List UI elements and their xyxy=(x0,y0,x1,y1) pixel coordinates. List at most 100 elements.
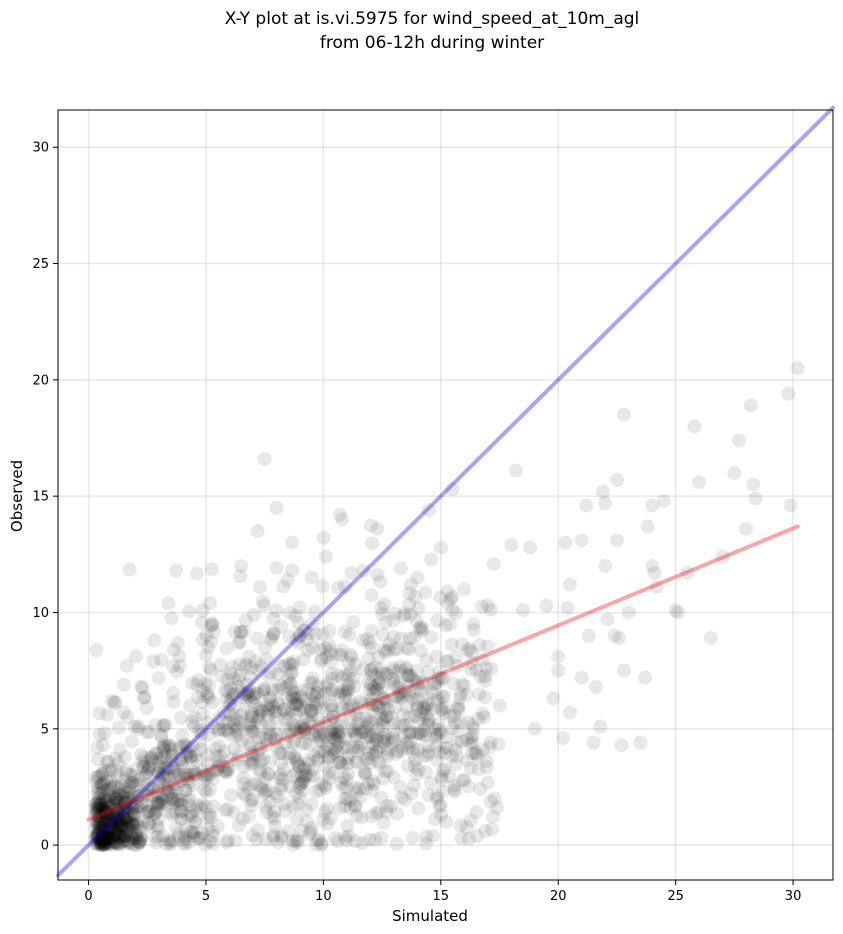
scatter-point xyxy=(383,799,398,814)
scatter-point xyxy=(183,806,198,821)
scatter-point xyxy=(116,829,131,844)
scatter-point xyxy=(371,677,386,692)
scatter-point xyxy=(99,806,114,821)
scatter-point xyxy=(297,722,312,737)
scatter-point xyxy=(255,594,270,609)
scatter-point xyxy=(94,837,109,852)
scatter-point xyxy=(101,793,116,808)
scatter-point xyxy=(394,740,409,755)
scatter-point xyxy=(261,783,276,798)
scatter-point xyxy=(195,826,210,841)
scatter-point xyxy=(387,716,402,731)
scatter-point xyxy=(93,812,108,827)
scatter-point xyxy=(424,552,439,567)
scatter-point xyxy=(268,786,283,801)
scatter-point xyxy=(279,679,294,694)
scatter-point xyxy=(359,720,374,735)
scatter-point xyxy=(380,746,395,761)
scatter-point xyxy=(117,795,132,810)
scatter-point xyxy=(119,658,134,673)
y-axis-label: Observed xyxy=(8,460,26,532)
scatter-point xyxy=(297,760,312,775)
scatter-point xyxy=(195,615,210,630)
scatter-point xyxy=(190,798,205,813)
scatter-point xyxy=(277,658,292,673)
scatter-point xyxy=(372,740,387,755)
scatter-point xyxy=(275,681,290,696)
scatter-point xyxy=(174,812,189,827)
scatter-point xyxy=(284,691,299,706)
scatter-point xyxy=(263,690,278,705)
scatter-point xyxy=(99,836,114,851)
scatter-point xyxy=(289,697,304,712)
scatter-point xyxy=(222,705,237,720)
scatter-point xyxy=(307,728,322,743)
scatter-point xyxy=(339,772,354,787)
scatter-point xyxy=(228,686,243,701)
scatter-point xyxy=(288,787,303,802)
scatter-point xyxy=(435,689,450,704)
scatter-point xyxy=(305,686,320,701)
scatter-point xyxy=(94,835,109,850)
scatter-point xyxy=(256,681,271,696)
scatter-point xyxy=(116,787,131,802)
scatter-point xyxy=(107,795,122,810)
x-tick-label: 30 xyxy=(785,889,802,904)
scatter-point xyxy=(222,727,237,742)
scatter-point xyxy=(123,807,138,822)
scatter-point xyxy=(472,638,487,653)
scatter-point xyxy=(262,692,277,707)
scatter-point xyxy=(288,719,303,734)
scatter-point xyxy=(111,811,126,826)
scatter-point xyxy=(447,715,462,730)
scatter-point xyxy=(169,794,184,809)
scatter-point xyxy=(259,805,274,820)
scatter-point xyxy=(364,696,379,711)
scatter-point xyxy=(238,613,253,628)
scatter-point xyxy=(418,585,433,600)
scatter-point xyxy=(173,710,188,725)
scatter-point xyxy=(160,783,175,798)
scatter-point xyxy=(265,809,280,824)
scatter-point xyxy=(420,748,435,763)
scatter-point xyxy=(221,715,236,730)
scatter-point xyxy=(202,677,217,692)
scatter-point xyxy=(182,775,197,790)
scatter-point xyxy=(91,830,106,845)
scatter-point xyxy=(222,697,237,712)
scatter-point xyxy=(89,816,104,831)
scatter-point xyxy=(421,738,436,753)
scatter-point xyxy=(191,724,206,739)
scatter-point xyxy=(600,612,615,627)
scatter-point xyxy=(265,682,280,697)
scatter-point xyxy=(277,796,292,811)
scatter-point xyxy=(269,603,284,618)
scatter-point xyxy=(199,628,214,643)
scatter-point xyxy=(444,748,459,763)
scatter-point xyxy=(202,834,217,849)
scatter-point xyxy=(234,684,249,699)
scatter-point xyxy=(348,799,363,814)
scatter-point xyxy=(95,827,110,842)
scatter-point xyxy=(375,679,390,694)
scatter-point xyxy=(202,768,217,783)
scatter-point xyxy=(92,833,107,848)
scatter-point xyxy=(293,720,308,735)
scatter-point xyxy=(225,687,240,702)
scatter-point xyxy=(114,835,129,850)
scatter-point xyxy=(99,828,114,843)
scatter-point xyxy=(199,770,214,785)
scatter-point xyxy=(375,718,390,733)
scatter-point xyxy=(90,814,105,829)
scatter-point xyxy=(104,693,119,708)
scatter-point xyxy=(88,770,103,785)
scatter-point xyxy=(169,781,184,796)
scatter-point xyxy=(322,623,337,638)
scatter-point xyxy=(188,803,203,818)
scatter-point xyxy=(104,763,119,778)
scatter-point xyxy=(119,813,134,828)
scatter-point xyxy=(303,824,318,839)
scatter-point xyxy=(234,733,249,748)
scatter-point xyxy=(278,735,293,750)
scatter-point xyxy=(94,837,109,852)
